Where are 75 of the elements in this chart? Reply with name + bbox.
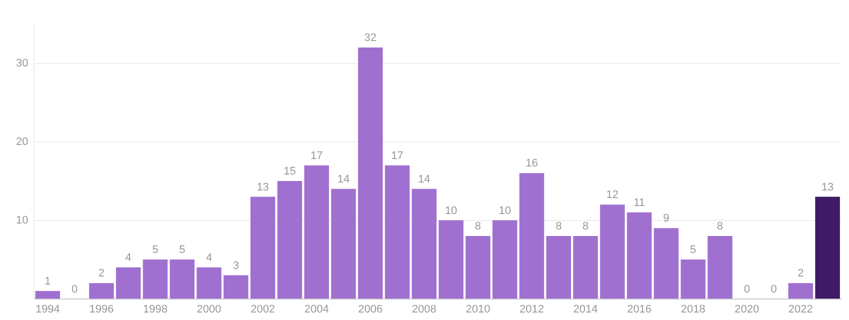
data-label: 2 [98,268,105,280]
x-tick-label: 2020 [734,303,760,316]
bar [277,181,302,299]
bar [384,165,410,299]
data-label: 3 [232,260,239,272]
x-tick-label: 2012 [520,303,544,316]
data-label: 14 [337,173,350,186]
data-label: 8 [556,220,562,233]
data-label: 4 [206,252,212,264]
x-tick-label: 2002 [250,303,276,316]
x-tick-label: 2014 [573,303,598,316]
bar [466,236,490,299]
bar [331,188,356,299]
bar [600,204,625,299]
data-label: 11 [634,196,646,209]
data-label: 13 [821,181,834,194]
data-label: 4 [125,252,132,264]
bar [89,283,114,299]
x-tick-label: 1998 [143,303,168,316]
data-label: 5 [152,244,158,256]
data-label: 8 [716,220,724,233]
bar [304,165,329,299]
bar [224,275,248,299]
data-label: 9 [663,212,670,225]
data-label: 0 [744,283,750,296]
x-tick-label: 2016 [627,303,652,316]
data-label: 2 [798,268,804,280]
data-label: 1 [44,275,51,288]
x-tick-label: 2018 [680,303,706,316]
data-label: 17 [391,150,404,162]
data-label: 5 [179,244,186,256]
y-tick-label: 30 [16,57,28,70]
bar [35,290,60,299]
bar [519,173,544,299]
bar [708,236,732,299]
bar [438,220,464,299]
x-tick-label: 2010 [466,303,490,316]
data-label: 17 [310,150,323,162]
y-tick-label: 10 [16,214,28,226]
x-tick-label: 2006 [358,303,383,316]
x-tick-label: 2000 [196,303,222,316]
bar [170,260,195,299]
data-label: 0 [72,283,78,296]
x-tick-label: 1996 [89,303,114,316]
bar [196,267,222,299]
data-label: 14 [418,173,430,186]
bar [815,196,840,299]
bar [788,283,814,299]
data-label: 15 [284,166,296,178]
data-label: 0 [770,283,777,296]
bar [142,260,168,299]
y-tick-label: 20 [16,136,28,148]
bar [626,212,652,299]
data-label: 8 [582,220,589,233]
bar [680,260,706,299]
data-label: 10 [498,204,511,217]
data-label: 8 [474,220,482,233]
bar [116,267,141,299]
bar [250,196,276,299]
data-label: 13 [256,181,269,194]
data-label: 10 [444,204,458,217]
data-label: 12 [606,189,619,202]
data-label: 32 [364,32,377,44]
x-tick-label: 2022 [788,303,813,316]
bar [412,188,437,299]
bar [358,48,383,299]
data-label: 16 [526,158,538,170]
data-label: 5 [690,244,696,256]
bar [492,220,518,299]
x-tick-label: 2004 [304,303,329,316]
bar [654,228,679,299]
bar [546,236,572,299]
x-tick-label: 2008 [412,303,436,316]
bar [573,236,598,299]
x-tick-label: 1994 [35,303,60,316]
